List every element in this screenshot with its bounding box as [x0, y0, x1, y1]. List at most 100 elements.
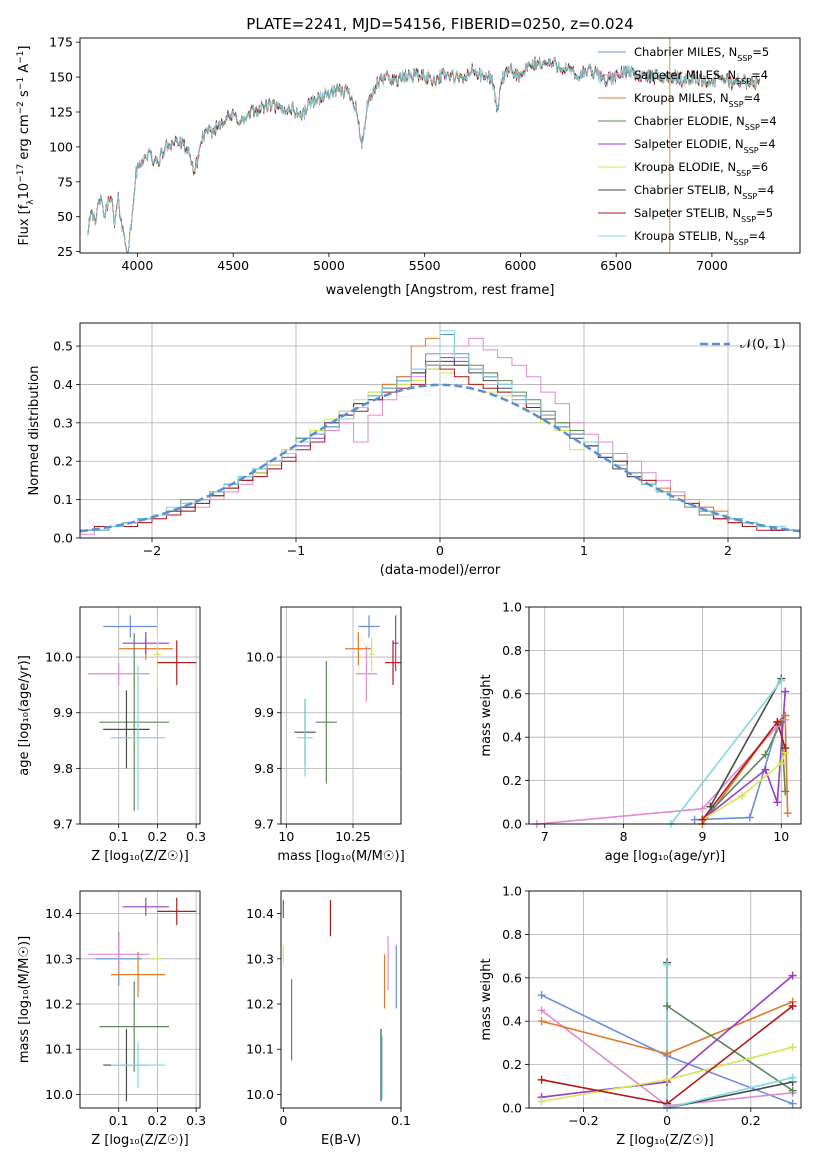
tick-label-x: 6000 — [505, 258, 537, 273]
axes-frame — [280, 890, 402, 1109]
x-axis-label: (data-model)/error — [380, 563, 501, 578]
legend-entry: Kroupa STELIB, NSSP=4 — [634, 229, 765, 247]
tick-label-y: 0.2 — [53, 454, 73, 469]
weight-marker — [698, 815, 707, 824]
tick-label-y: 0.4 — [53, 377, 73, 392]
tick-label-y: 125 — [49, 104, 73, 119]
weight-line-5 — [701, 752, 786, 821]
tick-label-x: 0 — [279, 1113, 287, 1128]
weight-marker — [788, 1086, 797, 1095]
y-axis-label: mass weight — [479, 674, 494, 756]
weight-marker — [537, 1075, 546, 1084]
tick-label-y: 9.9 — [53, 705, 73, 720]
weight-marker — [777, 676, 786, 685]
tick-label-x: 0.2 — [741, 1113, 761, 1128]
weight-marker — [537, 1017, 546, 1026]
x-axis-label: mass [log₁₀(M/M☉)] — [277, 849, 404, 864]
tick-label-y: 75 — [57, 174, 73, 189]
tick-label-x: 1 — [580, 543, 588, 558]
weight-marker — [737, 791, 746, 800]
tick-label-x: 0 — [663, 1113, 671, 1128]
tick-label-y: 25 — [57, 244, 73, 259]
weight-marker — [783, 809, 792, 818]
weight-marker — [663, 1075, 672, 1084]
tick-label-y: 0.4 — [502, 1014, 522, 1029]
tick-label-x: 2 — [724, 543, 732, 558]
tick-label-x: 0.3 — [186, 829, 206, 844]
weight-line-6 — [709, 678, 782, 807]
tick-label-y: 10.4 — [45, 906, 73, 921]
weight-marker — [781, 787, 790, 796]
weight-marker — [788, 1002, 797, 1011]
tick-label-y: 10.0 — [246, 1087, 274, 1102]
tick-label-y: 10.2 — [45, 997, 73, 1012]
tick-label-x: 9 — [698, 829, 706, 844]
tick-label-y: 10.4 — [246, 906, 274, 921]
y-axis-label: age [log₁₀(age/yr)] — [17, 655, 32, 776]
weight-marker — [781, 687, 790, 696]
weight-marker — [537, 1006, 546, 1015]
plot-area — [529, 891, 801, 1108]
plot-area — [80, 323, 800, 538]
tick-label-y: 1.0 — [502, 884, 522, 899]
tick-label-x: 0.2 — [147, 1113, 167, 1128]
spectrum-line-5 — [87, 58, 760, 253]
x-axis-label: wavelength [Angstrom, rest frame] — [326, 283, 555, 298]
legend-entry: Chabrier MILES, NSSP=5 — [634, 45, 769, 63]
spectrum-line-7 — [87, 56, 760, 253]
axes-frame — [79, 322, 801, 539]
tick-label-x: 5500 — [409, 258, 441, 273]
x-axis-label: Z [log₁₀(Z/Z☉)] — [91, 849, 188, 864]
legend-entry: Kroupa MILES, NSSP=4 — [634, 91, 760, 109]
tick-label-y: 0.0 — [53, 531, 73, 546]
tick-label-y: 1.0 — [502, 600, 522, 615]
weight-marker — [745, 813, 754, 822]
tick-label-y: 150 — [49, 70, 73, 85]
weight-marker — [663, 960, 672, 969]
weight-line-3 — [666, 1005, 794, 1092]
weight-marker — [781, 744, 790, 753]
tick-label-x: 0.1 — [391, 1113, 411, 1128]
tick-label-x: 0.2 — [147, 829, 167, 844]
axes-frame — [79, 890, 201, 1109]
axes-frame — [528, 606, 802, 825]
weight-marker — [537, 991, 546, 1000]
tick-label-y: 0.2 — [502, 1057, 522, 1072]
tick-label-x: 4000 — [122, 258, 154, 273]
tick-label-y: 0.1 — [53, 492, 73, 507]
tick-label-y: 0.0 — [502, 817, 522, 832]
weight-marker — [663, 1049, 672, 1058]
legend-entry: Salpeter ELODIE, NSSP=4 — [634, 137, 776, 155]
panel-residuals: −2 −1 0 1 2 0.0 0.1 0.2 0.3 0.4 0.5 (data-model)/er… — [27, 322, 801, 578]
weight-marker — [761, 750, 770, 759]
panel-mass_vs_Z: 0.1 0.2 0.3 10.0 10.1 10.2 10.3 10.4 Z [log₁₀(Z/… — [17, 890, 206, 1148]
tick-label-x: 10.25 — [335, 829, 371, 844]
spectrum-line-6 — [87, 57, 760, 253]
y-axis-label: mass weight — [479, 958, 494, 1040]
panel-mass_weight_vs_age: 7 8 9 10 0.0 0.2 0.4 0.6 0.8 1.0 age [log₁₀(age/yr… — [479, 600, 802, 864]
plot-area — [87, 38, 760, 253]
weight-marker — [788, 1043, 797, 1052]
tick-label-x: 5000 — [313, 258, 345, 273]
tick-label-y: 10.1 — [246, 1042, 274, 1057]
tick-label-y: 9.9 — [254, 705, 274, 720]
tick-label-x: 7000 — [696, 258, 728, 273]
legend-entry: Salpeter MILES, NSSP=4 — [634, 68, 768, 86]
plot-area — [529, 607, 801, 824]
weight-marker — [663, 1002, 672, 1011]
weight-marker — [788, 971, 797, 980]
plot-area — [80, 891, 200, 1108]
weight-line-6 — [666, 962, 793, 1108]
tick-label-x: 0.1 — [109, 829, 129, 844]
tick-label-y: 10.3 — [45, 951, 73, 966]
weight-marker — [777, 759, 786, 768]
tick-label-y: 0.3 — [53, 415, 73, 430]
tick-label-y: 0.5 — [53, 339, 73, 354]
x-axis-label: age [log₁₀(age/yr)] — [605, 849, 726, 864]
legend-entry: Salpeter STELIB, NSSP=5 — [634, 206, 773, 224]
y-axis-label: mass [log₁₀(M/M☉)] — [17, 936, 32, 1063]
tick-label-y: 175 — [49, 35, 73, 50]
tick-label-y: 10.0 — [246, 650, 274, 665]
axes-frame — [79, 606, 201, 825]
tick-label-x: −2 — [143, 543, 161, 558]
